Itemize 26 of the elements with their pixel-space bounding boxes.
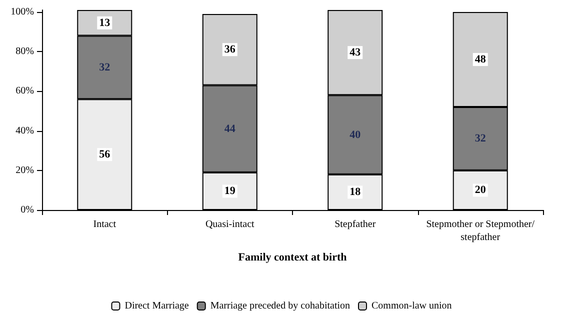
data-label: 32 [474,132,486,145]
data-label: 20 [474,184,486,196]
data-label: 36 [224,44,236,56]
y-tick-label: 40% [16,125,34,136]
y-tick-label: 80% [16,46,34,58]
data-label: 13 [99,16,111,29]
legend-label: Direct Marriage [124,300,190,312]
data-label: 48 [474,54,486,66]
data-label: 18 [350,186,362,198]
y-tick-label: 20% [16,164,34,176]
y-tick-label: 60% [16,86,34,97]
y-tick-label: 0% [20,204,34,216]
legend-label: Marriage preceded by cohabitation [210,300,350,312]
y-tick-label: 100% [10,6,34,18]
data-label: 56 [99,148,111,161]
x-axis-title: Family context at birth [238,252,347,264]
data-label: 40 [350,128,362,141]
data-label: 43 [350,46,362,59]
data-label: 44 [224,122,236,135]
legend-label: Common-law union [372,300,452,312]
x-tick-label: Stepfather [334,219,376,230]
data-label: 32 [99,61,111,74]
x-tick-label: Intact [93,219,116,230]
x-tick-label: Quasi-intact [205,219,255,230]
data-label: 19 [224,185,236,198]
x-tick-label: Stepmother or Stepmother/stepfather [426,219,535,243]
